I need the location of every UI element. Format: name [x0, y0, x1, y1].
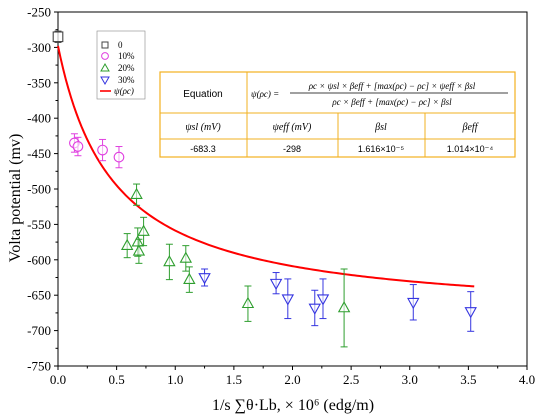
triangle-up-marker	[137, 224, 150, 236]
x-tick-label: 1.0	[167, 372, 183, 387]
legend-item-10: 10%	[101, 51, 135, 61]
y-axis-title: Volta potential (mv)	[7, 134, 24, 263]
legend-item-30: 30%	[100, 75, 135, 86]
y-tick-label: -750	[27, 359, 51, 374]
data-point-triangle-down	[198, 268, 211, 287]
y-tick-label: -350	[27, 75, 51, 90]
data-point-triangle-up	[241, 285, 255, 322]
data-point-triangle-up	[337, 268, 351, 348]
data-point-triangle-down	[316, 278, 330, 320]
data-point-triangle-up	[137, 216, 150, 247]
x-axis-title: 1/s ∑θ·Lb, × 10⁶ (edg/m)	[212, 397, 374, 414]
triangle-up-marker	[130, 187, 143, 200]
triangle-down-marker	[198, 273, 211, 285]
equation-label: Equation	[183, 89, 222, 100]
fit-curve-layer	[57, 45, 475, 288]
data-point-triangle-up	[183, 266, 196, 293]
value-beta-eff: 1.014×10⁻⁴	[447, 144, 494, 154]
equation-lhs: ψ(ρc) =	[251, 89, 279, 99]
data-point-circle	[113, 146, 125, 169]
data-point-circle	[72, 136, 84, 157]
x-tick-label: 0.0	[50, 372, 66, 387]
triangle-up-marker	[132, 244, 146, 256]
square-marker-icon	[101, 41, 109, 49]
y-tick-label: -700	[27, 323, 51, 338]
triangle-up-marker	[120, 238, 134, 250]
data-point-triangle-up	[163, 243, 176, 281]
x-tick-label: 0.5	[109, 372, 125, 387]
x-tick-label: 3.5	[460, 372, 476, 387]
y-tick-label: -250	[27, 5, 51, 20]
square-marker	[52, 31, 64, 43]
y-tick-label: -300	[27, 40, 51, 55]
y-tick-label: -550	[27, 217, 51, 232]
legend-label-30: 30%	[118, 75, 135, 85]
triangle-down-marker	[269, 278, 283, 291]
x-tick-label: 4.0	[519, 372, 535, 387]
equation-table: Equation ψ(ρc) = ρc × ψsl × βeff + [max(…	[159, 71, 516, 158]
triangle-down-marker	[316, 294, 330, 306]
plot-frame: 0.0 0.5 1.0 1.5 2.0 2.5 3.0 3.5 4.0 -250 -300 -350 -…	[27, 5, 535, 388]
fit-curve	[57, 45, 475, 288]
y-tick-label: -400	[27, 111, 51, 126]
data-point-circle	[97, 138, 108, 162]
x-tick-label: 3.0	[402, 372, 418, 387]
data-point-triangle-down	[281, 278, 295, 320]
y-tick-label: -500	[27, 182, 51, 197]
circle-marker-icon	[101, 52, 109, 60]
circle-marker	[72, 141, 84, 152]
y-tick-label: -450	[27, 146, 51, 161]
data-point-triangle-up	[120, 233, 134, 259]
triangle-up-marker	[241, 296, 255, 309]
legend-label-0: 0	[118, 40, 123, 50]
circle-marker	[113, 151, 125, 163]
triangle-down-marker-icon	[100, 76, 110, 86]
circle-marker	[97, 144, 108, 156]
data-point-triangle-up	[132, 238, 146, 264]
data-point-triangle-down	[464, 291, 477, 332]
equation-numerator: ρc × ψsl × βeff + [max(ρc) − ρc] × ψeff …	[308, 81, 476, 91]
data-point-triangle-down	[269, 272, 283, 295]
triangle-up-marker-icon	[100, 62, 110, 72]
data-point-triangle-down	[407, 284, 420, 321]
legend-label-20: 20%	[118, 63, 135, 73]
triangle-down-marker	[308, 303, 322, 315]
legend-item-0: 0	[101, 40, 123, 50]
triangle-up-marker	[163, 254, 176, 267]
triangle-up-marker	[131, 235, 144, 247]
data-points-layer	[52, 30, 477, 348]
header-psi-sl: ψsl (mV)	[185, 122, 221, 133]
header-psi-eff: ψeff (mV)	[273, 122, 312, 133]
x-tick-label: 2.0	[284, 372, 300, 387]
data-point-square	[52, 30, 64, 43]
equation-denominator: ρc × βeff + [max(ρc) − ρc] × βsl	[331, 97, 452, 107]
data-point-triangle-down	[308, 289, 322, 327]
triangle-down-marker	[407, 297, 420, 310]
x-tick-label: 1.5	[226, 372, 242, 387]
triangle-up-marker	[179, 251, 193, 263]
y-tick-label: -600	[27, 252, 51, 267]
x-tick-label: 2.5	[343, 372, 359, 387]
legend-label-10: 10%	[118, 51, 135, 61]
value-psi-sl: -683.3	[190, 144, 216, 154]
triangle-up-marker	[183, 272, 196, 284]
triangle-down-marker	[281, 294, 295, 306]
triangle-down-marker	[464, 307, 477, 319]
y-tick-label: -650	[27, 288, 51, 303]
legend-item-fit: ψ(ρc)	[100, 86, 134, 96]
value-beta-sl: 1.616×10⁻⁵	[358, 144, 405, 154]
legend: 0 10% 20% 30% ψ(ρc)	[96, 30, 146, 100]
data-point-triangle-up	[130, 183, 143, 206]
legend-item-20: 20%	[100, 62, 135, 73]
value-psi-eff: -298	[283, 144, 301, 154]
header-beta-sl: βsl	[374, 122, 387, 133]
triangle-up-marker	[337, 301, 351, 313]
data-point-triangle-up	[179, 245, 193, 272]
header-beta-eff: βeff	[462, 122, 479, 133]
legend-label-fit: ψ(ρc)	[114, 86, 134, 96]
